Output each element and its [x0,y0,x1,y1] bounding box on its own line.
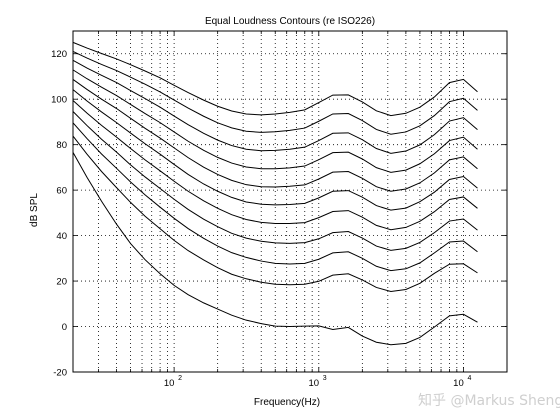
x-tick-label-exponent: 3 [323,375,327,382]
x-tick-label-exponent: 2 [178,375,182,382]
contour-line-8 [72,59,478,154]
y-tick-label: 40 [56,231,67,242]
contour-line-9 [72,51,478,135]
watermark-text: 知乎 @Markus Sheng [418,392,560,409]
x-tick-label-exponent: 4 [467,375,471,382]
y-tick-label: 20 [56,277,67,288]
y-tick-label: -20 [53,368,67,379]
contour-line-10 [72,41,478,117]
chart-title: Equal Loudness Contours (re ISO226) [205,16,375,27]
contour-line-0 [72,152,478,346]
contour-line-1 [72,135,478,293]
plot-frame [72,30,508,373]
grid-layer [73,31,507,372]
y-tick-label: 0 [62,322,67,333]
contour-line-7 [72,69,478,173]
x-tick-label: 10 [164,378,175,389]
contour-line-5 [72,89,478,211]
series-layer [72,41,478,346]
x-axis-label: Frequency(Hz) [254,397,320,408]
tick-layer [73,31,507,373]
y-tick-label: 60 [56,186,67,197]
contour-line-4 [72,100,478,231]
contour-line-2 [72,122,478,272]
y-tick-label: 100 [51,95,67,106]
contour-line-3 [72,111,478,251]
x-tick-label: 10 [453,378,464,389]
y-tick-label: 80 [56,140,67,151]
x-tick-label: 10 [308,378,319,389]
contour-line-6 [72,79,478,192]
y-axis-label: dB SPL [29,193,40,227]
y-tick-label: 120 [51,49,67,60]
